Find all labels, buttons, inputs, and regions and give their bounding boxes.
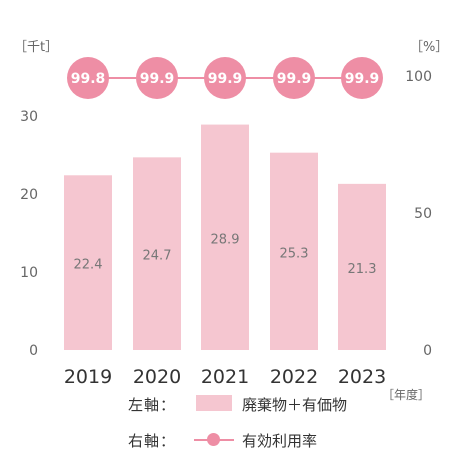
utilization-point [341, 57, 383, 99]
utilization-value-label: 99.9 [208, 71, 243, 87]
bar-value-label: 22.4 [74, 258, 103, 273]
left-tick-label: 0 [29, 343, 38, 359]
right-axis-unit: ［%］ [410, 40, 449, 55]
right-tick-label: 100 [405, 69, 432, 85]
legend-axis-label-right: 右軸： [128, 432, 177, 450]
bar-2023 [338, 183, 386, 350]
utilization-point [136, 57, 178, 99]
utilization-point [67, 57, 109, 99]
bar-2019 [64, 175, 112, 350]
right-tick-label: 0 [423, 343, 432, 359]
utilization-point [273, 57, 315, 99]
legend-dot-swatch [207, 433, 220, 446]
right-tick-label: 50 [414, 206, 432, 222]
bar-2021 [201, 124, 249, 350]
utilization-point [204, 57, 246, 99]
x-tick-label: 2022 [270, 366, 318, 388]
x-tick-label: 2020 [133, 366, 181, 388]
legend-label-waste: 廃棄物＋有価物 [242, 396, 348, 414]
x-axis-unit: ［年度］ [382, 388, 431, 402]
bar-value-label: 25.3 [280, 246, 309, 261]
bar-2022 [270, 152, 318, 350]
left-tick-label: 20 [20, 187, 38, 203]
legend-bar-swatch [196, 395, 232, 411]
bar-value-label: 21.3 [348, 262, 377, 277]
left-tick-label: 10 [20, 265, 38, 281]
utilization-value-label: 99.9 [140, 71, 175, 87]
x-tick-label: 2023 [338, 366, 386, 388]
utilization-value-label: 99.9 [277, 71, 312, 87]
legend-label-utilization: 有効利用率 [242, 432, 318, 450]
legend-axis-label-left: 左軸： [128, 396, 177, 414]
left-axis-unit: ［千t］ [14, 40, 59, 55]
utilization-value-label: 99.9 [345, 71, 380, 87]
utilization-value-label: 99.8 [71, 71, 106, 87]
bar-value-label: 28.9 [211, 232, 240, 247]
x-tick-label: 2019 [64, 366, 112, 388]
x-tick-label: 2021 [201, 366, 249, 388]
left-tick-label: 30 [20, 109, 38, 125]
bar-2020 [133, 157, 181, 350]
bar-value-label: 24.7 [143, 249, 172, 264]
